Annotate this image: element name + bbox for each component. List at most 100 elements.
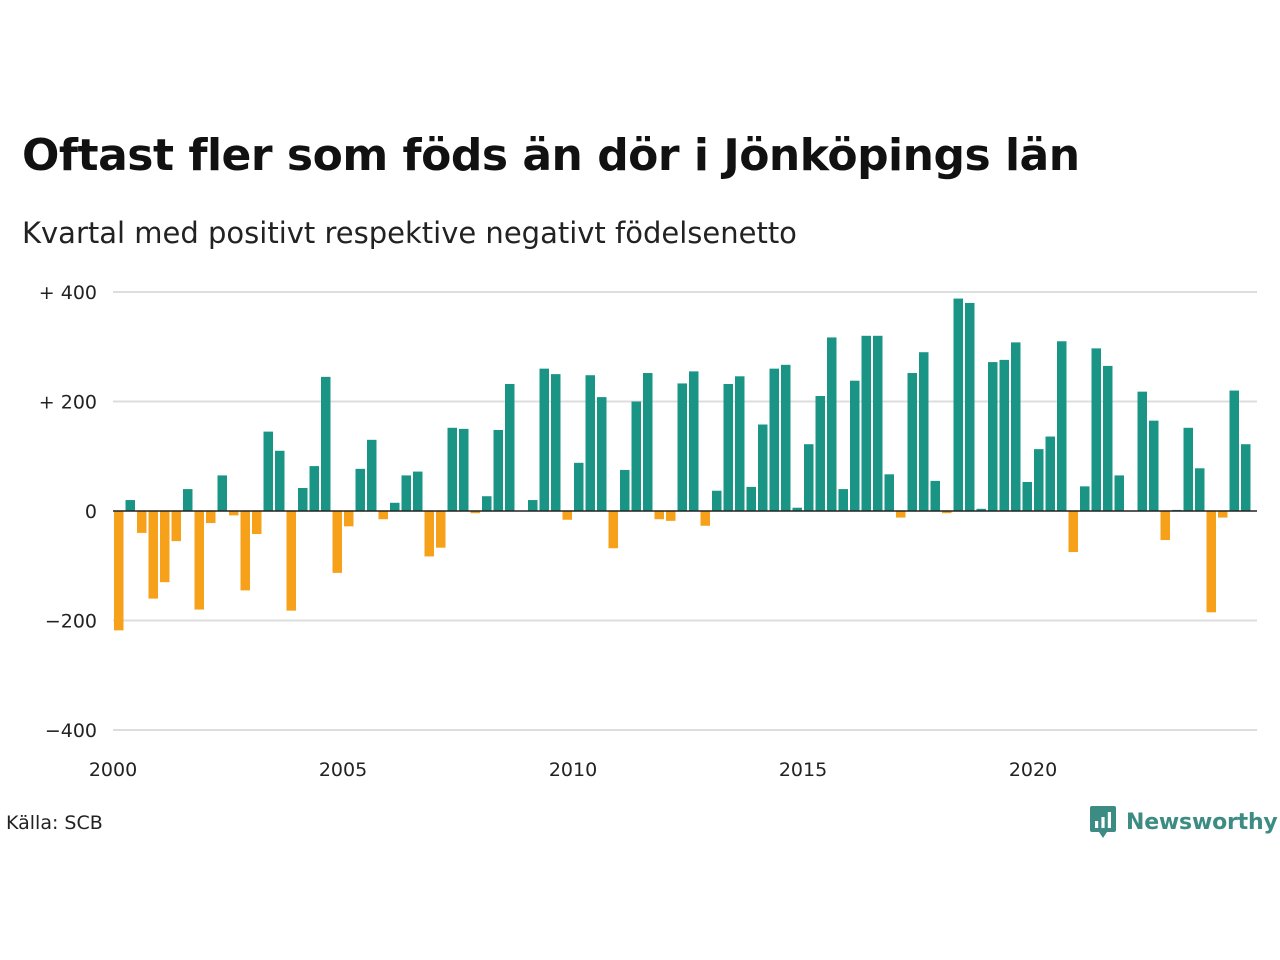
bar: 2024 K1: -12 [1218, 511, 1228, 518]
bar: 2013 K2: 232 [723, 383, 733, 511]
x-tick-label: 2010 [549, 759, 597, 781]
bar: 2004 K2: 82 [309, 466, 319, 511]
bar: 2008 K1: 27 [482, 496, 492, 511]
bar: 2012 K3: 255 [689, 371, 699, 511]
bar: 2010 K2: 248 [585, 375, 595, 511]
bar: 2021 K4: 65 [1114, 475, 1124, 511]
bar: 2018 K1: -4 [942, 511, 952, 514]
bar: 2013 K1: 37 [712, 490, 722, 511]
bar: 2014 K3: 267 [781, 364, 791, 511]
bar: 2007 K4: -4 [470, 511, 480, 514]
bar: 2009 K1: 20 [528, 500, 538, 511]
bar: 2021 K1: 45 [1080, 486, 1090, 511]
bar: 2010 K1: 88 [574, 462, 584, 511]
bar: 2022 K4: -53 [1160, 511, 1170, 541]
bar: 2023 K3: 78 [1195, 468, 1205, 511]
brand-name: Newsworthy [1126, 809, 1278, 835]
bar: 2018 K3: 380 [965, 302, 975, 511]
bar: 2004 K1: 42 [298, 488, 308, 511]
bar: 2015 K3: 317 [827, 337, 837, 511]
bar: 2017 K1: -12 [896, 511, 906, 518]
x-tick-label: 2005 [319, 759, 367, 781]
bar: 2009 K3: 250 [551, 374, 561, 512]
bar: 2003 K3: 110 [275, 450, 285, 511]
bar: 2000 K1: -218 [114, 511, 124, 631]
bar: 2021 K3: 265 [1103, 365, 1113, 511]
bar: 2011 K1: 75 [620, 469, 630, 511]
bar: 2001 K1: -130 [160, 511, 170, 583]
bar: 2005 K2: 77 [355, 468, 365, 511]
bar: 2014 K4: 6 [792, 507, 802, 511]
bar: 2017 K4: 55 [930, 480, 940, 511]
x-tick-label: 2020 [1009, 759, 1057, 781]
y-tick-label: + 200 [39, 392, 97, 414]
bar: 2004 K4: -113 [332, 511, 342, 573]
bar: 2019 K2: 276 [999, 359, 1009, 511]
bar: 2006 K4: -83 [424, 511, 434, 557]
y-tick-label: + 400 [39, 282, 97, 304]
bar: 2017 K3: 290 [919, 352, 929, 511]
bar: 2021 K2: 297 [1091, 348, 1101, 511]
bar: 2012 K4: -27 [700, 511, 710, 526]
bar: 2019 K4: 53 [1022, 481, 1032, 511]
bar: 2003 K2: 145 [263, 431, 273, 511]
bar: 2023 K2: 152 [1183, 427, 1193, 511]
bar: 2016 K4: 67 [884, 474, 894, 511]
bar: 2007 K3: 150 [459, 428, 469, 512]
bar: 2013 K3: 246 [735, 376, 745, 511]
bar: 2005 K4: -15 [378, 511, 388, 520]
y-tick-label: −200 [45, 611, 97, 633]
bar: 2019 K1: 272 [988, 362, 998, 511]
bar: 2001 K4: -180 [194, 511, 204, 610]
bar: 2020 K4: -75 [1068, 511, 1078, 553]
y-axis-ticks: + 400 + 200 0 −200 −400 [39, 282, 97, 742]
x-axis-ticks: 2000 2005 2010 2015 2020 [89, 759, 1057, 781]
bar: 2010 K4: -68 [608, 511, 618, 549]
bar: 2024 K3: 122 [1241, 444, 1251, 511]
bar: 2015 K4: 40 [838, 489, 848, 511]
bar: 2006 K2: 65 [401, 475, 411, 511]
bar: 2020 K2: 136 [1045, 436, 1055, 511]
bar: 2016 K3: 320 [873, 335, 883, 511]
bar: 2002 K4: -145 [240, 511, 250, 591]
bar: 2007 K1: -67 [436, 511, 446, 548]
bar: 2008 K3: 232 [505, 383, 515, 511]
bar: 2011 K4: -15 [654, 511, 664, 520]
bar: 2019 K3: 308 [1011, 342, 1021, 511]
bar: 2002 K2: 65 [217, 475, 227, 511]
bar: 2016 K1: 238 [850, 380, 860, 511]
bar: 2006 K1: 15 [390, 502, 400, 511]
bar: 2005 K3: 130 [367, 439, 377, 511]
bar: 2002 K1: -22 [206, 511, 216, 524]
bar: 2014 K2: 260 [769, 368, 779, 511]
bar: 2015 K1: 122 [804, 444, 814, 511]
bar: 2000 K4: -160 [148, 511, 158, 599]
chart-speech-bubble-icon [1090, 806, 1116, 838]
bar: 2018 K2: 388 [953, 298, 963, 511]
bar: 2012 K2: 233 [677, 383, 687, 511]
bar: 2016 K2: 320 [861, 335, 871, 511]
bar: 2022 K3: 165 [1149, 420, 1159, 511]
bar: 2002 K3: -8 [229, 511, 239, 516]
bar: 2011 K2: 200 [631, 401, 641, 511]
bar: 2015 K2: 210 [815, 396, 825, 511]
bar: 2008 K2: 148 [493, 429, 503, 511]
source-note: Källa: SCB [6, 812, 103, 834]
bar: 2006 K3: 72 [413, 471, 423, 511]
bar: 2000 K2: 20 [125, 500, 135, 511]
bar: 2022 K2: 218 [1137, 391, 1147, 511]
bar: 2000 K3: -40 [137, 511, 147, 533]
bar: 2001 K2: -55 [171, 511, 181, 542]
bar: 2011 K3: 252 [643, 373, 653, 511]
bar: 2010 K3: 208 [597, 397, 607, 511]
bar: 2024 K2: 220 [1229, 390, 1239, 511]
y-tick-label: −400 [45, 720, 97, 742]
bars: 2000 K1: -2182000 K2: 202000 K3: -402000… [114, 298, 1251, 631]
bar: 2014 K1: 158 [758, 424, 768, 511]
bar: 2009 K4: -16 [562, 511, 572, 520]
bar: 2004 K3: 245 [321, 376, 331, 511]
bar: 2017 K2: 252 [907, 373, 917, 511]
bar: 2009 K2: 260 [539, 368, 549, 511]
x-tick-label: 2015 [779, 759, 827, 781]
